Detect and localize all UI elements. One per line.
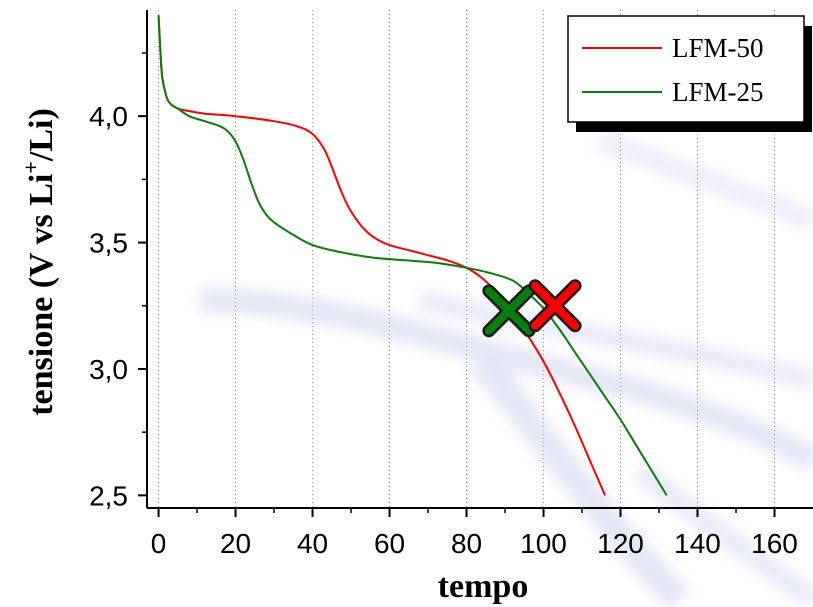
tick-labels: 0 20 40 60 80 100 120 140 160 2,5 3,0 3,5 4,0 [89, 101, 798, 559]
y-axis-title-end: /Li) [23, 108, 60, 162]
legend-label-lfm-50: LFM-50 [672, 33, 764, 63]
axes [146, 10, 813, 509]
y-tick-label: 4,0 [89, 101, 128, 132]
y-tick-label: 3,5 [89, 228, 128, 259]
x-tick-label: 20 [220, 528, 251, 559]
ticks [138, 52, 776, 517]
x-tick-label: 80 [451, 528, 482, 559]
y-tick-label: 2,5 [89, 480, 128, 511]
x-tick-label: 60 [374, 528, 405, 559]
x-tick-label: 160 [751, 528, 798, 559]
y-axis-title-sup: + [18, 161, 43, 174]
y-tick-label: 3,0 [89, 354, 128, 385]
x-tick-label: 0 [151, 528, 167, 559]
y-axis-title: tensione (V vs Li+/Li) [18, 108, 60, 416]
marker-green-x [482, 284, 536, 338]
background-texture [199, 129, 813, 607]
series-line-lfm-25 [157, 15, 668, 496]
marker-stroke [531, 281, 580, 330]
x-tick-label: 40 [297, 528, 328, 559]
legend-box [567, 15, 805, 123]
x-tick-label: 100 [520, 528, 567, 559]
marker-red-x [528, 279, 582, 333]
x-tick-label: 120 [597, 528, 644, 559]
legend-label-lfm-25: LFM-25 [672, 77, 764, 107]
y-axis-title-main: tensione (V vs Li [23, 174, 60, 416]
x-tick-label: 140 [674, 528, 721, 559]
x-axis-title: tempo [438, 568, 529, 605]
markers-layer [482, 279, 582, 338]
marker-stroke [484, 286, 533, 335]
legend: LFM-50 LFM-25 [567, 15, 812, 132]
